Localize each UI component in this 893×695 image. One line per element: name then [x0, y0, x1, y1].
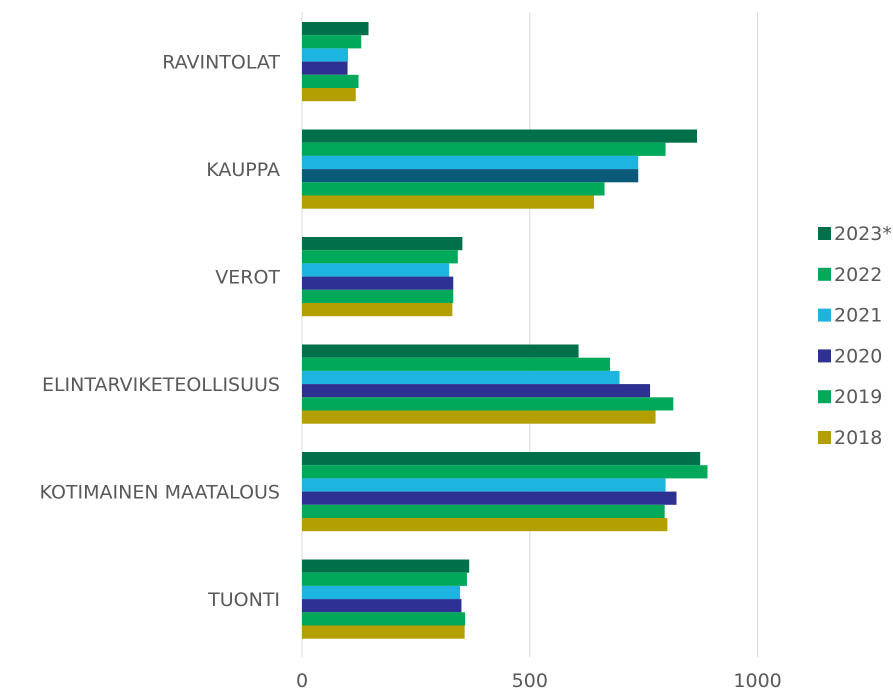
bar-elintarviketeollisuus-2018	[302, 410, 656, 424]
bar-elintarviketeollisuus-2023	[302, 344, 579, 358]
legend-swatch-2019	[818, 390, 831, 404]
bar-kotimainen-maatalous-2020	[302, 491, 677, 505]
legend-swatch-2023	[818, 227, 831, 240]
legend: 2023* 2022 2021 2020 2019 2018	[818, 223, 892, 449]
legend-swatch-2021	[818, 308, 831, 322]
bar-tuonti-2019	[302, 612, 466, 626]
bar-verot-2018	[302, 303, 453, 317]
bar-elintarviketeollisuus-2021	[302, 370, 620, 385]
bar-kauppa-2019	[302, 182, 605, 196]
bar-elintarviketeollisuus-2022	[302, 357, 610, 371]
legend-label-2023: 2023*	[834, 223, 892, 245]
bar-kauppa-2023	[302, 129, 698, 143]
bar-ravintolat-2021	[302, 48, 349, 62]
bar-ravintolat-2019	[302, 74, 359, 88]
x-tick-label-500: 500	[512, 670, 548, 692]
bar-verot-2023	[302, 237, 463, 251]
gridlines	[301, 12, 759, 657]
x-tick-labels: 0 500 1000	[296, 670, 782, 692]
legend-label-2018: 2018	[834, 427, 882, 449]
category-label-kotimainen-maatalous: KOTIMAINEN MAATALOUS	[40, 482, 280, 504]
bar-kotimainen-maatalous-2022	[302, 465, 708, 479]
category-label-elintarviketeollisuus: ELINTARVIKETEOLLISUUS	[42, 374, 280, 396]
legend-label-2019: 2019	[834, 386, 882, 408]
bar-verot-2022	[302, 250, 458, 264]
x-tick-label-1000: 1000	[733, 670, 781, 692]
bar-ravintolat-2023	[302, 22, 369, 36]
bar-tuonti-2022	[302, 572, 467, 586]
legend-swatch-2018	[818, 431, 831, 444]
bar-kotimainen-maatalous-2018	[302, 518, 668, 532]
legend-swatch-2022	[818, 267, 831, 281]
bar-verot-2020	[302, 276, 454, 290]
bar-kauppa-2022	[302, 142, 666, 156]
bar-ravintolat-2022	[302, 35, 362, 49]
category-labels: RAVINTOLAT KAUPPA VEROT ELINTARVIKETEOLLISU…	[40, 52, 281, 611]
bar-verot-2021	[302, 263, 450, 277]
bar-tuonti-2020	[302, 599, 462, 613]
bar-tuonti-2023	[302, 559, 470, 573]
category-label-ravintolat: RAVINTOLAT	[162, 52, 280, 74]
bar-kotimainen-maatalous-2021	[302, 478, 666, 492]
bar-kotimainen-maatalous-2019	[302, 504, 665, 518]
bar-ravintolat-2018	[302, 88, 356, 102]
bar-kauppa-2021	[302, 155, 639, 170]
legend-label-2021: 2021	[834, 305, 882, 327]
x-tick-label-0: 0	[296, 670, 308, 692]
legend-swatch-2020	[818, 349, 831, 363]
legend-label-2022: 2022	[834, 264, 882, 286]
bar-kauppa-2018	[302, 195, 595, 209]
legend-label-2020: 2020	[834, 345, 882, 367]
bar-ravintolat-2020	[302, 61, 348, 75]
category-label-tuonti: TUONTI	[207, 589, 280, 611]
bar-verot-2019	[302, 289, 454, 303]
category-label-kauppa: KAUPPA	[206, 159, 280, 181]
bar-kauppa-2020	[302, 169, 639, 183]
bars	[302, 22, 708, 639]
bar-elintarviketeollisuus-2019	[302, 397, 674, 411]
bar-tuonti-2018	[302, 625, 465, 639]
bar-elintarviketeollisuus-2020	[302, 384, 651, 398]
bar-tuonti-2021	[302, 585, 461, 600]
bar-kotimainen-maatalous-2023	[302, 452, 701, 466]
category-label-verot: VEROT	[215, 267, 280, 289]
